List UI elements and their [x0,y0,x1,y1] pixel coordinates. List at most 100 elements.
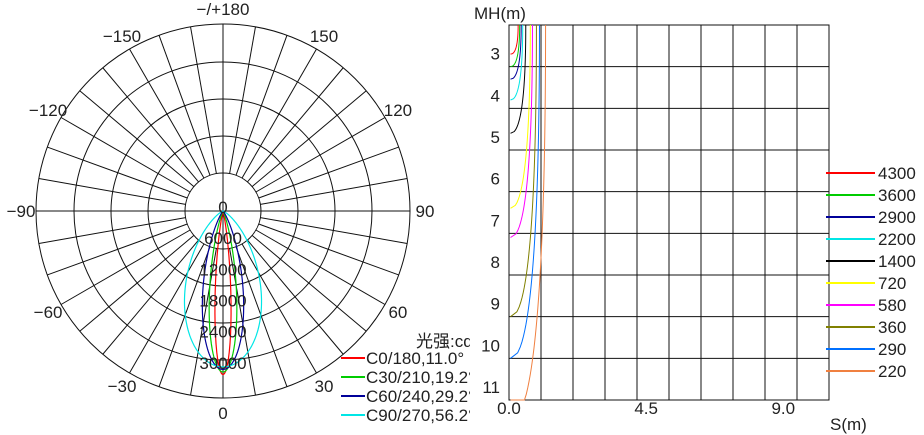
polar-angle-label: 30 [315,377,334,396]
iso-legend-item: 360 [826,318,906,337]
polar-legend-label: C0/180,11.0° [366,349,464,368]
polar-intensity-chart: −/+180 150 −150 120 −120 90 −90 60 −60 30 −30 0 0 600… [7,0,470,425]
polar-angle-labels: −/+180 150 −150 120 −120 90 −90 60 −60 30 −30 0 [7,0,435,423]
polar-grid-spoke [60,117,191,193]
polar-radial-tick-label: 12000 [199,260,246,279]
polar-grid-spoke [229,26,256,174]
polar-radial-tick-label: 18000 [199,292,246,311]
polar-radial-tick-label: 6000 [204,229,242,248]
polar-grid-spoke [260,178,408,205]
polar-grid-spoke [129,243,205,374]
polar-grid-spoke [235,35,288,176]
polar-legend-label: C60/240,29.2° [366,387,470,406]
polar-legend-label: C90/270,56.2° [366,406,470,425]
iso-legend-label: 720 [878,274,906,293]
polar-grid-spoke [247,67,344,183]
iso-legend-label: 2200 [878,230,916,249]
iso-y-tick-label: 5 [491,128,500,147]
polar-legend-item: C60/240,29.2° [341,387,470,406]
iso-x-ticks: 0.0 4.5 9.0 [497,399,795,418]
polar-grid-spoke [47,146,188,199]
polar-grid-spoke [251,90,367,187]
polar-angle-label: 0 [218,404,227,423]
polar-grid-spoke [260,217,408,244]
polar-grid-spoke [102,67,199,183]
iso-grid [508,24,830,401]
iso-curve-580 [510,25,533,238]
polar-angle-label: −120 [29,101,67,120]
iso-legend-label: 4300 [878,164,916,183]
iso-y-tick-label: 6 [491,170,500,189]
iso-curve-2900 [510,25,522,80]
polar-radial-tick-label: 0 [218,198,227,217]
iso-curve-290 [510,24,540,359]
polar-radial-tick-label: 30000 [199,354,246,373]
polar-grid-spoke [129,48,205,179]
iso-curve-1400 [510,25,527,134]
polar-grid-spoke [241,243,317,374]
polar-legend: C0/180,11.0°C30/210,19.2°C60/240,29.2°C9… [341,349,470,425]
iso-legend-label: 290 [878,340,906,359]
polar-angle-label: −30 [108,377,137,396]
polar-grid-spoke [158,246,211,387]
polar-grid-spoke [190,26,217,174]
iso-y-ticks: 3 4 5 6 7 8 9 10 11 [481,45,500,397]
iso-curves [510,24,547,401]
iso-curve-3600 [510,25,521,68]
iso-y-tick-label: 4 [491,86,500,105]
iso-x-tick-label: 9.0 [771,399,795,418]
polar-angle-label: 150 [310,27,338,46]
polar-legend-label: C30/210,19.2° [366,368,470,387]
polar-radial-tick-label: 24000 [199,323,246,342]
iso-legend-label: 220 [878,362,906,381]
iso-legend-label: 3600 [878,186,916,205]
polar-grid-spoke [258,146,399,199]
polar-legend-item: C90/270,56.2° [341,406,470,425]
iso-legend-item: 2900 [826,208,916,227]
iso-y-tick-label: 9 [491,295,500,314]
polar-grid-spoke [79,90,195,187]
polar-grid [35,23,411,399]
polar-angle-label: 120 [384,101,412,120]
polar-legend-item: C30/210,19.2° [341,368,470,387]
iso-y-axis-title: MH(m) [474,4,526,23]
iso-legend-label: 1400 [878,252,916,271]
iso-y-tick-label: 11 [482,378,500,397]
iso-legend-label: 2900 [878,208,916,227]
polar-grid-spoke [247,239,344,355]
iso-x-tick-label: 4.5 [634,399,658,418]
iso-legend-item: 1400 [826,252,916,271]
polar-grid-spoke [241,48,317,179]
iso-legend-item: 220 [826,362,906,381]
polar-curve-c90 [183,210,263,368]
iso-curve-2200 [510,25,524,101]
polar-angle-label: −/+180 [197,0,250,19]
iso-legend-item: 290 [826,340,906,359]
polar-grid-spoke [255,117,386,193]
polar-grid-spoke [102,239,199,355]
iso-legend-label: 580 [878,296,906,315]
iso-legend: 4300 3600 2900 2200 1400 720 580 360 290 220 [826,164,916,381]
polar-unit-label: 光强:cd [416,332,470,351]
polar-radial-ticks: 0 6000 12000 18000 24000 30000 [199,198,246,373]
iso-legend-item: 580 [826,296,906,315]
iso-curve-220 [510,25,547,401]
polar-curve-c60 [201,210,245,371]
iso-legend-item: 3600 [826,186,916,205]
iso-legend-item: 720 [826,274,906,293]
iso-curve-4300 [510,25,519,55]
iso-x-axis-title: S(m) [830,415,867,434]
polar-angle-label: 90 [416,202,435,221]
polar-grid-spoke [235,246,288,387]
polar-grid-spoke [38,178,186,205]
iso-curve-360 [510,25,537,318]
polar-grid-spoke [38,217,186,244]
polar-grid-spoke [79,235,195,332]
polar-grid-spoke [251,235,367,332]
iso-legend-label: 360 [878,318,906,337]
polar-angle-label: −150 [103,27,141,46]
polar-grid-spoke [258,223,399,276]
iso-legend-item: 2200 [826,230,916,249]
polar-angle-label: 60 [388,303,407,322]
polar-angle-label: −60 [34,303,63,322]
